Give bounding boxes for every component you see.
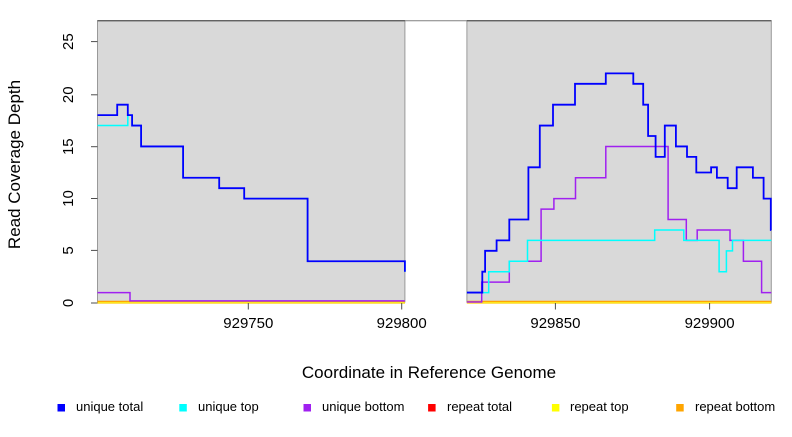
svg-text:repeat top: repeat top xyxy=(570,399,629,414)
svg-text:10: 10 xyxy=(60,190,77,207)
svg-text:unique total: unique total xyxy=(76,399,143,414)
svg-text:repeat bottom: repeat bottom xyxy=(695,399,775,414)
svg-text:Coordinate in Reference Genome: Coordinate in Reference Genome xyxy=(302,363,556,382)
svg-text:Read Coverage Depth: Read Coverage Depth xyxy=(5,80,24,249)
svg-text:unique top: unique top xyxy=(198,399,259,414)
svg-text:unique bottom: unique bottom xyxy=(322,399,404,414)
svg-text:0: 0 xyxy=(60,299,77,307)
svg-text:repeat total: repeat total xyxy=(447,399,512,414)
svg-text:929750: 929750 xyxy=(223,315,273,332)
svg-text:15: 15 xyxy=(60,138,77,155)
svg-text:5: 5 xyxy=(60,246,77,254)
svg-text:929900: 929900 xyxy=(685,315,735,332)
svg-text:20: 20 xyxy=(60,86,77,103)
svg-text:929850: 929850 xyxy=(530,315,580,332)
svg-text:929800: 929800 xyxy=(377,315,427,332)
svg-text:25: 25 xyxy=(60,33,77,50)
